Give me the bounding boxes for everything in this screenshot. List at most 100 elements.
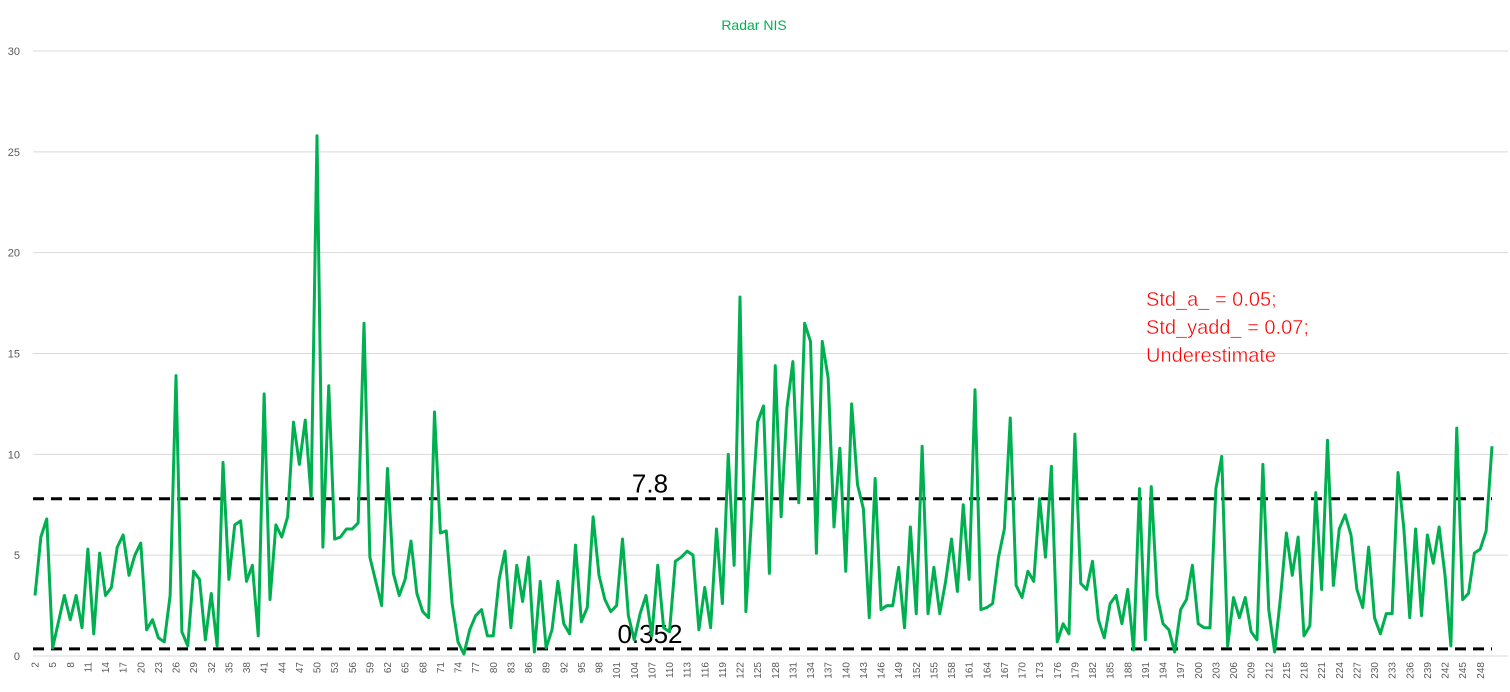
x-tick-label: 221 xyxy=(1317,662,1328,679)
x-tick-label: 164 xyxy=(982,662,993,679)
x-tick-label: 131 xyxy=(788,662,799,679)
x-tick-label: 152 xyxy=(912,662,923,679)
chart-title: Radar NIS xyxy=(721,17,786,33)
x-tick-label: 197 xyxy=(1176,662,1187,679)
x-tick-label: 107 xyxy=(647,662,658,679)
x-tick-label: 227 xyxy=(1352,662,1363,679)
x-tick-label: 23 xyxy=(154,662,165,674)
x-tick-label: 161 xyxy=(965,662,976,679)
gridlines xyxy=(33,50,1508,657)
x-tick-label: 245 xyxy=(1458,662,1469,679)
x-tick-label: 29 xyxy=(189,662,200,674)
x-tick-label: 206 xyxy=(1229,662,1240,679)
x-tick-label: 38 xyxy=(242,662,253,674)
x-tick-label: 86 xyxy=(524,662,535,674)
x-tick-label: 62 xyxy=(383,662,394,674)
reference-lines: 7.80.352 xyxy=(33,469,1492,651)
x-tick-label: 110 xyxy=(665,662,676,678)
x-tick-label: 215 xyxy=(1282,662,1293,679)
x-tick-label: 173 xyxy=(1035,662,1046,679)
x-tick-label: 224 xyxy=(1335,662,1346,679)
x-tick-label: 230 xyxy=(1370,662,1381,679)
x-tick-label: 77 xyxy=(471,662,482,674)
x-tick-label: 125 xyxy=(753,662,764,679)
x-tick-label: 140 xyxy=(841,662,852,679)
y-tick-label: 20 xyxy=(8,248,20,260)
x-tick-label: 32 xyxy=(207,662,218,674)
y-tick-label: 5 xyxy=(14,550,20,562)
x-axis-ticks: 2 5 8 11 14 17 20 23 26 29 32 35 38 41 44 47 50 53 56 59 62 6… xyxy=(31,662,1487,679)
x-tick-label: 113 xyxy=(683,662,694,678)
x-tick-label: 236 xyxy=(1405,662,1416,679)
x-tick-label: 158 xyxy=(947,662,958,679)
x-tick-label: 92 xyxy=(559,662,570,674)
x-tick-label: 212 xyxy=(1264,662,1275,679)
x-tick-label: 176 xyxy=(1053,662,1064,679)
x-tick-label: 143 xyxy=(859,662,870,679)
x-tick-label: 74 xyxy=(454,662,465,674)
x-tick-label: 53 xyxy=(330,662,341,674)
x-tick-label: 116 xyxy=(700,662,711,678)
x-tick-label: 122 xyxy=(736,662,747,679)
x-tick-label: 188 xyxy=(1123,662,1134,679)
x-tick-label: 11 xyxy=(83,662,94,673)
annotation: Std_a_ = 0.05; Std_yadd_ = 0.07; Underesti… xyxy=(1146,289,1309,367)
series-layer xyxy=(33,134,1494,656)
x-tick-label: 35 xyxy=(224,662,235,674)
annotation-line: Std_yadd_ = 0.07; xyxy=(1146,317,1309,339)
x-tick-label: 218 xyxy=(1300,662,1311,679)
y-tick-label: 15 xyxy=(8,349,20,361)
x-tick-label: 170 xyxy=(1018,662,1029,679)
x-tick-label: 200 xyxy=(1194,662,1205,679)
x-tick-label: 191 xyxy=(1141,662,1152,679)
y-axis-ticks: 0 5 10 15 20 25 30 xyxy=(8,46,20,663)
y-tick-label: 10 xyxy=(8,449,20,461)
x-tick-label: 65 xyxy=(401,662,412,674)
x-tick-label: 194 xyxy=(1159,662,1170,679)
x-tick-label: 5 xyxy=(48,662,59,668)
x-tick-label: 80 xyxy=(489,662,500,674)
x-tick-label: 242 xyxy=(1441,662,1452,679)
x-tick-label: 50 xyxy=(313,662,324,674)
x-tick-label: 155 xyxy=(929,662,940,679)
x-tick-label: 248 xyxy=(1476,662,1487,679)
x-tick-label: 119 xyxy=(718,662,729,678)
x-tick-label: 59 xyxy=(365,662,376,674)
annotation-line: Underestimate xyxy=(1146,345,1276,367)
x-tick-label: 149 xyxy=(894,662,905,679)
x-tick-label: 95 xyxy=(577,662,588,674)
x-tick-label: 98 xyxy=(595,662,606,674)
x-tick-label: 68 xyxy=(418,662,429,674)
x-tick-label: 2 xyxy=(31,662,42,668)
x-tick-label: 209 xyxy=(1247,662,1258,679)
x-tick-label: 179 xyxy=(1070,662,1081,679)
x-tick-label: 71 xyxy=(436,662,447,674)
x-tick-label: 26 xyxy=(172,662,183,674)
x-tick-label: 128 xyxy=(771,662,782,679)
x-tick-label: 167 xyxy=(1000,662,1011,679)
x-tick-label: 41 xyxy=(260,662,271,674)
x-tick-label: 233 xyxy=(1388,662,1399,679)
y-tick-label: 25 xyxy=(8,147,20,159)
x-tick-label: 44 xyxy=(277,662,288,674)
x-tick-label: 56 xyxy=(348,662,359,674)
x-tick-label: 83 xyxy=(506,662,517,674)
y-tick-label: 30 xyxy=(8,46,20,58)
x-tick-label: 239 xyxy=(1423,662,1434,679)
x-tick-label: 104 xyxy=(630,662,641,679)
reference-line-label: 7.8 xyxy=(632,469,668,499)
x-tick-label: 14 xyxy=(101,662,112,674)
x-tick-label: 20 xyxy=(136,662,147,674)
x-tick-label: 146 xyxy=(877,662,888,679)
x-tick-label: 8 xyxy=(66,662,77,668)
series-line xyxy=(33,134,1494,656)
x-tick-label: 89 xyxy=(542,662,553,674)
x-tick-label: 17 xyxy=(119,662,130,674)
x-tick-label: 137 xyxy=(824,662,835,679)
x-tick-label: 134 xyxy=(806,662,817,679)
x-tick-label: 101 xyxy=(612,662,623,679)
x-tick-label: 185 xyxy=(1106,662,1117,679)
x-tick-label: 203 xyxy=(1211,662,1222,679)
